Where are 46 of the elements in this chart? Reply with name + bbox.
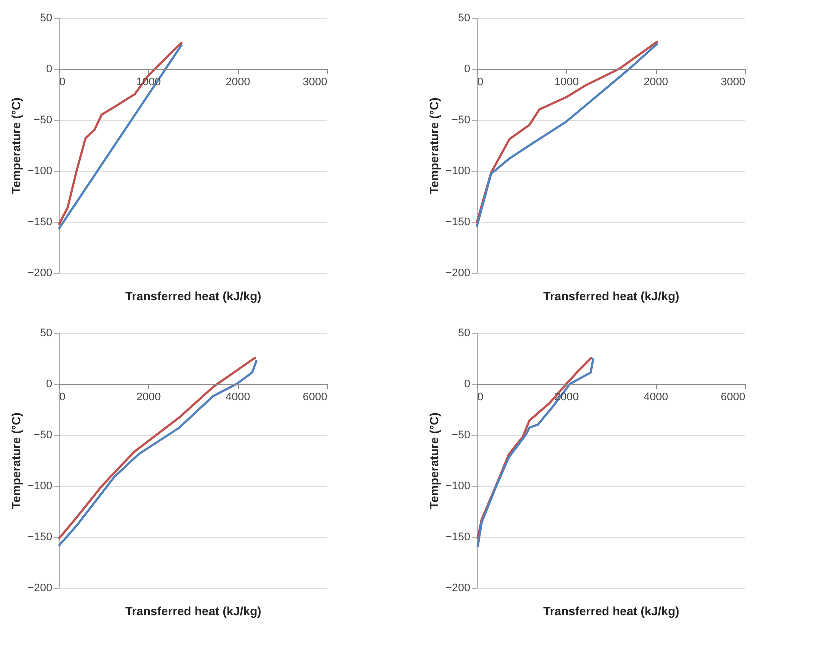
y-tick-label: 50	[40, 12, 52, 24]
x-tick-label: 4000	[644, 392, 668, 404]
y-tick-label: 0	[46, 64, 52, 76]
y-axis-title: Temperature (°C)	[10, 98, 24, 194]
x-tick-label: 0	[60, 76, 66, 88]
y-tick-label: 50	[458, 328, 470, 340]
y-tick-label: 50	[40, 328, 52, 340]
y-axis-title: Temperature (°C)	[428, 98, 442, 194]
y-tick-label: −100	[446, 166, 470, 178]
x-axis-title: Transferred heat (kJ/kg)	[543, 290, 680, 304]
x-axis-title: Transferred heat (kJ/kg)	[125, 604, 262, 618]
x-tick-label: 0	[60, 392, 66, 404]
x-tick-label: 3000	[303, 76, 328, 88]
y-tick-label: −200	[28, 582, 52, 594]
x-tick-label: 1000	[554, 76, 580, 88]
y-tick-label: −200	[28, 268, 52, 280]
x-tick-label: 4000	[226, 392, 250, 404]
x-tick-label: 3000	[721, 76, 746, 88]
y-tick-label: −150	[446, 532, 470, 544]
y-tick-label: −100	[446, 480, 470, 492]
y-tick-label: −50	[452, 114, 470, 126]
y-tick-label: −200	[446, 268, 470, 280]
x-tick-label: 0	[478, 76, 484, 88]
y-tick-label: 0	[46, 378, 52, 390]
y-tick-label: −150	[28, 532, 52, 544]
y-tick-label: −150	[446, 216, 470, 228]
y-tick-label: 0	[464, 378, 470, 390]
y-tick-label: 0	[464, 64, 470, 76]
y-tick-label: −150	[28, 216, 52, 228]
y-tick-label: 50	[458, 12, 470, 24]
y-tick-label: −100	[28, 166, 52, 178]
x-tick-label: 2000	[136, 392, 162, 404]
y-tick-label: −200	[446, 582, 470, 594]
y-tick-label: −50	[34, 430, 52, 442]
y-axis-title: Temperature (°C)	[10, 412, 24, 510]
x-tick-label: 2000	[644, 76, 668, 88]
y-tick-label: −50	[34, 114, 52, 126]
x-tick-label: 0	[478, 392, 484, 404]
y-tick-label: −100	[28, 480, 52, 492]
x-tick-label: 6000	[721, 392, 746, 404]
y-axis-title: Temperature (°C)	[428, 412, 442, 510]
x-axis-title: Transferred heat (kJ/kg)	[125, 290, 262, 304]
x-axis-title: Transferred heat (kJ/kg)	[543, 604, 680, 618]
x-tick-label: 6000	[303, 392, 328, 404]
y-tick-label: −50	[452, 430, 470, 442]
x-tick-label: 2000	[226, 76, 250, 88]
